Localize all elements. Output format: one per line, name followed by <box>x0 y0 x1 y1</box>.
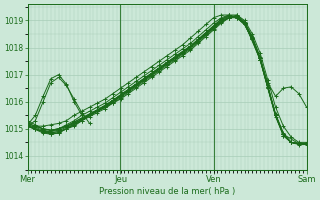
X-axis label: Pression niveau de la mer( hPa ): Pression niveau de la mer( hPa ) <box>99 187 235 196</box>
